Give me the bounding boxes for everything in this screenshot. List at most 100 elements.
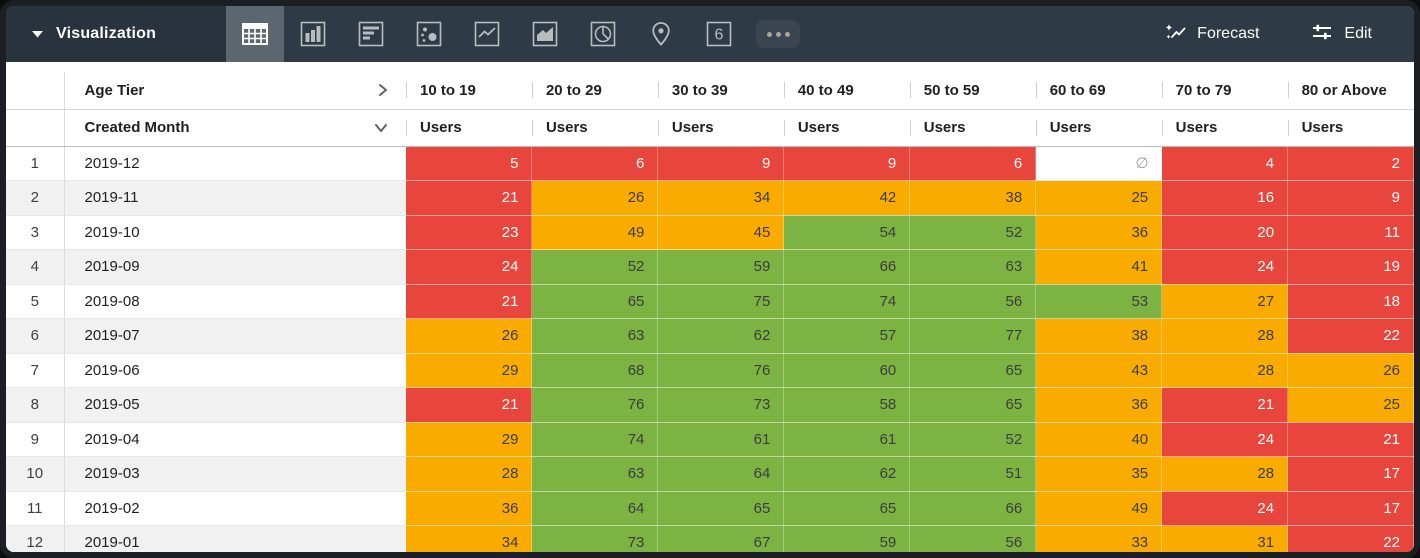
viz-area-chart-button[interactable] (516, 6, 574, 62)
value-cell[interactable]: 35 (1035, 456, 1163, 492)
value-cell[interactable]: 26 (1287, 353, 1414, 388)
age-tier-header-30-to-39[interactable]: 30 to 39 (657, 72, 784, 110)
value-cell[interactable]: 28 (1161, 353, 1289, 388)
value-cell[interactable]: 23 (406, 215, 533, 250)
value-cell[interactable]: 26 (531, 180, 659, 216)
value-cell[interactable]: 75 (657, 284, 785, 319)
value-cell[interactable]: 16 (1161, 180, 1289, 216)
viz-table-button[interactable] (226, 6, 284, 62)
value-cell[interactable]: 25 (1035, 180, 1163, 216)
users-header-20-to-29[interactable]: Users (531, 109, 658, 147)
value-cell[interactable]: 22 (1287, 525, 1414, 552)
age-tier-header-40-to-49[interactable]: 40 to 49 (783, 72, 910, 110)
value-cell[interactable]: 24 (406, 249, 533, 285)
value-cell[interactable]: 5 (406, 146, 533, 181)
value-cell[interactable]: 52 (909, 422, 1037, 457)
value-cell[interactable]: 52 (531, 249, 659, 285)
value-cell[interactable]: 6 (909, 146, 1037, 181)
viz-column-chart-button[interactable] (284, 6, 342, 62)
value-cell[interactable]: 43 (1035, 353, 1163, 388)
month-cell[interactable]: 2019-11 (63, 180, 406, 216)
value-cell[interactable]: 63 (531, 318, 659, 354)
value-cell[interactable]: 34 (657, 180, 785, 216)
viz-bar-chart-button[interactable] (342, 6, 400, 62)
value-cell[interactable]: 36 (1035, 215, 1163, 250)
value-cell[interactable]: 65 (909, 387, 1037, 423)
age-tier-header-50-to-59[interactable]: 50 to 59 (909, 72, 1036, 110)
value-cell[interactable]: 24 (1161, 422, 1289, 457)
value-cell[interactable]: 31 (1161, 525, 1289, 552)
value-cell[interactable]: 28 (406, 456, 533, 492)
viz-pie-chart-button[interactable] (574, 6, 632, 62)
viz-map-button[interactable] (632, 6, 690, 62)
visualization-panel-header[interactable]: Visualization (6, 6, 226, 62)
value-cell[interactable]: 28 (1161, 318, 1289, 354)
value-cell[interactable]: 40 (1035, 422, 1163, 457)
value-cell[interactable]: 49 (531, 215, 659, 250)
value-cell[interactable]: 42 (783, 180, 911, 216)
value-cell[interactable]: 21 (1287, 422, 1414, 457)
value-cell[interactable]: 65 (909, 353, 1037, 388)
value-cell[interactable]: 27 (1161, 284, 1289, 319)
users-header-70-to-79[interactable]: Users (1161, 109, 1288, 147)
value-cell[interactable]: 74 (531, 422, 659, 457)
value-cell[interactable]: 63 (531, 456, 659, 492)
value-cell[interactable]: 49 (1035, 491, 1163, 526)
value-cell[interactable]: 2 (1287, 146, 1414, 181)
value-cell[interactable]: 57 (783, 318, 911, 354)
value-cell[interactable]: 65 (783, 491, 911, 526)
value-cell[interactable]: 73 (657, 387, 785, 423)
value-cell[interactable]: 52 (909, 215, 1037, 250)
month-cell[interactable]: 2019-10 (63, 215, 406, 250)
users-header-50-to-59[interactable]: Users (909, 109, 1036, 147)
value-cell[interactable]: 21 (406, 387, 533, 423)
value-cell[interactable]: 64 (531, 491, 659, 526)
value-cell[interactable]: 59 (657, 249, 785, 285)
row-field-header[interactable]: Created Month (63, 109, 406, 147)
value-cell[interactable]: 60 (783, 353, 911, 388)
value-cell[interactable]: 62 (657, 318, 785, 354)
month-cell[interactable]: 2019-01 (63, 525, 406, 552)
viz-line-chart-button[interactable] (458, 6, 516, 62)
value-cell[interactable]: 68 (531, 353, 659, 388)
value-cell[interactable]: 67 (657, 525, 785, 552)
month-cell[interactable]: 2019-06 (63, 353, 406, 388)
value-cell[interactable]: 63 (909, 249, 1037, 285)
value-cell[interactable]: 66 (783, 249, 911, 285)
age-tier-header-70-to-79[interactable]: 70 to 79 (1161, 72, 1288, 110)
value-cell[interactable]: 22 (1287, 318, 1414, 354)
value-cell[interactable]: 73 (531, 525, 659, 552)
value-cell[interactable]: 33 (1035, 525, 1163, 552)
value-cell[interactable]: 66 (909, 491, 1037, 526)
value-cell[interactable]: 61 (657, 422, 785, 457)
value-cell[interactable]: 76 (657, 353, 785, 388)
value-cell[interactable]: 21 (1161, 387, 1289, 423)
age-tier-header-10-to-19[interactable]: 10 to 19 (406, 72, 532, 110)
forecast-button[interactable]: Forecast (1164, 22, 1259, 47)
month-cell[interactable]: 2019-07 (63, 318, 406, 354)
value-cell[interactable]: 4 (1161, 146, 1289, 181)
value-cell[interactable]: 26 (406, 318, 533, 354)
month-cell[interactable]: 2019-04 (63, 422, 406, 457)
value-cell[interactable]: 53 (1035, 284, 1163, 319)
value-cell[interactable]: 9 (1287, 180, 1414, 216)
users-header-40-to-49[interactable]: Users (783, 109, 910, 147)
age-tier-header-20-to-29[interactable]: 20 to 29 (531, 72, 658, 110)
value-cell[interactable]: 24 (1161, 491, 1289, 526)
month-cell[interactable]: 2019-05 (63, 387, 406, 423)
users-header-30-to-39[interactable]: Users (657, 109, 784, 147)
edit-button[interactable]: Edit (1311, 22, 1372, 47)
users-header-10-to-19[interactable]: Users (406, 109, 532, 147)
value-cell[interactable]: 54 (783, 215, 911, 250)
value-cell[interactable]: 29 (406, 353, 533, 388)
value-cell[interactable]: 51 (909, 456, 1037, 492)
value-cell[interactable]: 24 (1161, 249, 1289, 285)
value-cell[interactable]: 28 (1161, 456, 1289, 492)
month-cell[interactable]: 2019-12 (63, 146, 406, 181)
value-cell[interactable]: 21 (406, 284, 533, 319)
value-cell[interactable]: 19 (1287, 249, 1414, 285)
value-cell[interactable]: 64 (657, 456, 785, 492)
value-cell[interactable]: 6 (531, 146, 659, 181)
value-cell[interactable]: 20 (1161, 215, 1289, 250)
month-cell[interactable]: 2019-09 (63, 249, 406, 285)
